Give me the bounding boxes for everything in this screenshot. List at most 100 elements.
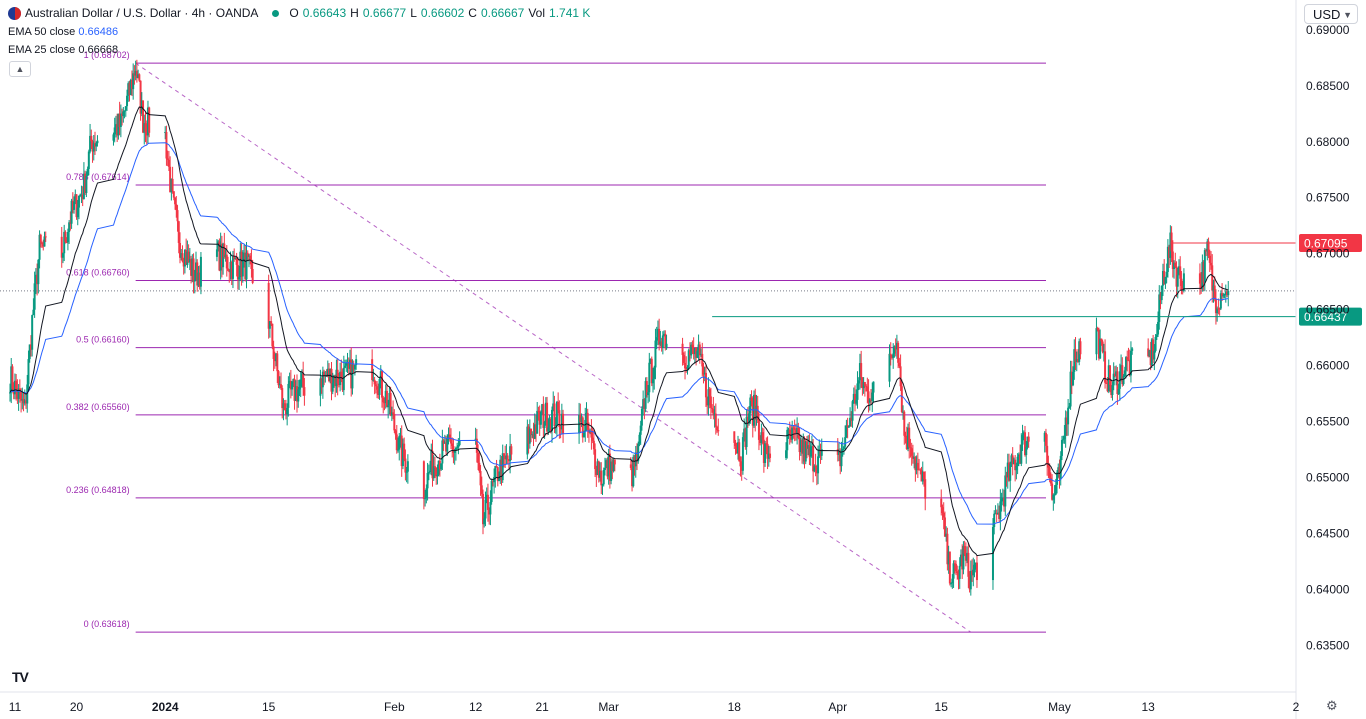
candle-body: [348, 359, 351, 369]
candle-body: [239, 251, 242, 278]
candle-body: [642, 399, 645, 409]
candle-body: [15, 380, 18, 390]
candle-body: [298, 386, 301, 390]
candle-body: [129, 80, 132, 95]
candle-body: [844, 437, 847, 447]
candle-body: [605, 460, 608, 468]
x-tick-label: 11: [9, 700, 22, 714]
candle-body: [1047, 464, 1050, 468]
candle-body: [1064, 417, 1067, 436]
candle-body: [1070, 371, 1073, 386]
candle-body: [448, 434, 451, 440]
chevron-up-icon[interactable]: ▲: [9, 61, 31, 77]
candle-body: [321, 371, 324, 388]
ema25-legend[interactable]: EMA 25 close 0.66668: [8, 44, 118, 56]
candle-body: [335, 369, 338, 387]
candle-body: [897, 342, 900, 363]
fibonacci-retracement[interactable]: 1 (0.68702) 0.786 (0.67614) 0.618 (0.66760…: [66, 50, 1046, 633]
candle-body: [196, 262, 199, 286]
candle-body: [127, 83, 130, 96]
candle-body: [922, 471, 925, 480]
candle-body: [132, 73, 135, 90]
candle-body: [25, 400, 28, 404]
candle-body: [764, 443, 767, 463]
currency-selector[interactable]: USD ▼: [1304, 4, 1358, 24]
volume-value: 1.741 K: [549, 6, 591, 20]
candle-body: [1217, 308, 1220, 310]
candle-body: [92, 143, 95, 152]
candle-body: [1001, 498, 1004, 500]
candle-body: [332, 375, 335, 384]
candle-body: [1099, 338, 1102, 359]
candle-body: [802, 438, 805, 454]
candle-body: [223, 243, 226, 258]
candle-body: [890, 355, 893, 358]
price-axis[interactable]: 0.69000 0.68500 0.68000 0.67500 0.67000 0.665…: [1295, 0, 1350, 719]
candle-body: [73, 201, 76, 210]
candle-body: [756, 405, 759, 421]
x-tick-label: 20: [70, 700, 84, 714]
candle-body: [1158, 294, 1161, 322]
candle-body: [387, 405, 390, 408]
candle-body: [438, 460, 441, 470]
candle-body: [119, 113, 122, 127]
candle-body: [74, 194, 77, 202]
candle-body: [394, 430, 397, 435]
candle-body: [785, 450, 788, 458]
candle-body: [552, 403, 555, 410]
price-level-lines[interactable]: 0.67095 0.66437: [0, 234, 1362, 326]
candle-body: [353, 365, 356, 370]
candle-body: [686, 367, 689, 369]
candle-body: [637, 443, 640, 462]
candle-body: [164, 132, 167, 134]
candle-body: [433, 466, 436, 468]
candle-body: [453, 450, 456, 453]
candle-body: [734, 442, 737, 446]
candle-body: [347, 362, 350, 369]
candle-body: [337, 383, 340, 386]
candle-body: [27, 359, 30, 385]
price-tag: [1299, 234, 1362, 253]
candle-body: [819, 449, 822, 456]
fib-level-label: 0.236 (0.64818): [66, 485, 130, 495]
candle-body: [84, 173, 87, 194]
gear-icon[interactable]: ⚙: [1326, 698, 1338, 713]
candle-body: [584, 419, 587, 432]
candle-body: [644, 381, 647, 409]
candle-body: [1171, 251, 1174, 270]
candle-body: [342, 367, 345, 391]
candle-body: [905, 435, 908, 450]
candle-body: [488, 509, 491, 515]
candle-body: [21, 398, 24, 401]
candle-body: [755, 405, 758, 420]
aud-usd-flag-icon: [8, 6, 21, 20]
time-axis[interactable]: 11 20 2024 15 Feb 12 21 Mar 18 Apr 15 May 13 2: [0, 691, 1300, 714]
symbol-title[interactable]: Australian Dollar / U.S. Dollar · 4h · O…: [25, 6, 259, 20]
candle-body: [293, 379, 296, 401]
candle-body: [640, 408, 643, 426]
candle-body: [323, 371, 326, 377]
candle-body: [249, 255, 252, 260]
market-status-icon: [272, 9, 280, 17]
candle-body: [1166, 246, 1169, 272]
candle-body: [696, 350, 699, 358]
candle-body: [1182, 273, 1185, 291]
candle-body: [443, 442, 446, 444]
candle-body: [504, 455, 507, 460]
candle-body: [11, 366, 14, 389]
candle-body: [479, 471, 482, 486]
candle-body: [889, 353, 892, 356]
candle-body: [526, 426, 529, 455]
candle-body: [660, 341, 663, 348]
candle-body: [612, 459, 615, 472]
candle-body: [282, 403, 285, 409]
ema50-legend[interactable]: EMA 50 close 0.66486: [8, 26, 118, 38]
candle-body: [9, 392, 11, 394]
candle-body: [320, 378, 323, 388]
candle-body: [807, 445, 810, 449]
candle-body: [397, 449, 400, 451]
candle-body: [639, 425, 642, 435]
candle-body: [267, 282, 270, 329]
tradingview-logo[interactable]: TV: [12, 669, 29, 685]
